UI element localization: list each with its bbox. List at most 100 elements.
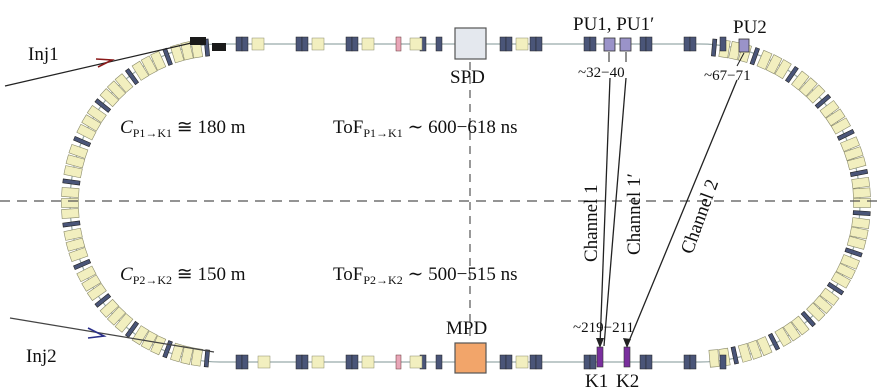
dipole-magnet-left-22 xyxy=(61,198,79,208)
straight-quad-bottom-12 xyxy=(583,354,591,370)
dipole-magnet-right-21 xyxy=(851,177,871,189)
straight-quad-bottom-13 xyxy=(589,354,597,370)
dipole-magnet-left-6 xyxy=(140,330,158,351)
straight-quad-top-10 xyxy=(529,36,537,52)
straight-quad-top-17 xyxy=(689,36,697,52)
tof-p1-k1: ToFP1→K1 ∼ 600−618 ns xyxy=(333,117,517,140)
dipole-magnet-left-37 xyxy=(131,60,150,81)
quadrupole-magnet-right-12 xyxy=(814,93,832,109)
dipole-magnet-left-17 xyxy=(68,247,89,263)
pu2-range-label: ~67−71 xyxy=(704,68,751,84)
pu1-range-label: ~32−40 xyxy=(578,65,625,81)
straight-dipole-9 xyxy=(515,355,529,369)
quadrupole-magnet-right-4 xyxy=(749,47,760,66)
dipole-magnet-right-46 xyxy=(708,349,720,368)
inj2-label: Inj2 xyxy=(26,346,57,367)
inj1-arrow xyxy=(95,58,116,68)
channel1-label: Channel 1 xyxy=(581,184,602,262)
straight-quad-top-16 xyxy=(683,36,691,52)
dipole-magnet-right-10 xyxy=(798,77,818,97)
dipole-magnet-right-27 xyxy=(846,235,867,250)
dipole-magnet-left-38 xyxy=(140,55,158,76)
dipole-magnet-right-29 xyxy=(840,254,860,270)
straight-quad-top-9 xyxy=(505,36,513,52)
dipole-magnet-right-18 xyxy=(843,146,864,161)
straight-dipole-6 xyxy=(311,355,325,369)
straight-quad-bottom-16 xyxy=(683,354,691,370)
straight-quad-bottom-5 xyxy=(351,354,359,370)
dipole-magnet-left-35 xyxy=(114,73,134,93)
straight-quad-bottom-7 xyxy=(435,354,443,370)
straight-quad-bottom-3 xyxy=(301,354,309,370)
dipole-magnet-left-10 xyxy=(106,306,127,326)
inj1-line xyxy=(4,40,201,87)
spd-label: SPD xyxy=(450,67,485,88)
dipole-magnet-left-30 xyxy=(81,114,102,132)
dipole-magnet-left-39 xyxy=(150,50,167,71)
quadrupole-magnet-left-0 xyxy=(203,349,210,368)
pickup-pu1 xyxy=(603,37,616,52)
dipole-magnet-right-7 xyxy=(774,59,792,80)
straight-quad-top-11 xyxy=(535,36,543,52)
kicker-range-label: ~219−211 xyxy=(573,320,634,336)
dipole-magnet-right-43 xyxy=(737,343,752,363)
straight-quad-bottom-0 xyxy=(235,354,243,370)
dipole-magnet-left-29 xyxy=(76,123,97,141)
dipole-magnet-left-14 xyxy=(81,274,102,292)
dipole-magnet-right-23 xyxy=(853,198,871,208)
tof-p2-k2: ToFP2→K2 ∼ 500−515 ns xyxy=(333,264,517,287)
dipole-magnet-right-30 xyxy=(835,262,856,280)
channel-arrowhead-1 xyxy=(596,338,604,348)
straight-quad-bottom-1 xyxy=(241,354,249,370)
dipole-magnet-right-25 xyxy=(851,217,871,229)
quadrupole-magnet-left-12 xyxy=(94,293,112,308)
dipole-magnet-right-19 xyxy=(846,156,867,171)
pu2-label: PU2 xyxy=(733,17,767,38)
quadrupole-magnet-right-0 xyxy=(711,38,718,57)
straight-quad-top-5 xyxy=(351,36,359,52)
straight-quad-bottom-10 xyxy=(529,354,537,370)
dipole-magnet-left-31 xyxy=(86,105,107,123)
dipole-magnet-right-5 xyxy=(756,49,773,70)
dipole-magnet-right-9 xyxy=(791,70,810,91)
dipole-magnet-right-17 xyxy=(840,136,860,152)
dipole-magnet-right-26 xyxy=(849,226,869,240)
dipole-magnet-right-15 xyxy=(830,117,851,135)
straight-dipole-1 xyxy=(311,37,325,51)
dipole-magnet-left-27 xyxy=(68,143,89,159)
channel1p-connector xyxy=(603,77,627,347)
straight-quad-bottom-15 xyxy=(645,354,653,370)
dipole-magnet-left-15 xyxy=(76,265,97,283)
pu2-tick xyxy=(736,52,745,67)
dipole-magnet-left-19 xyxy=(63,227,83,241)
channel1-connector xyxy=(599,77,611,347)
dipole-magnet-left-7 xyxy=(131,325,150,346)
quadrupole-magnet-right-8 xyxy=(785,65,799,84)
straight-quad-bottom-2 xyxy=(295,354,303,370)
quadrupole-magnet-left-20 xyxy=(62,220,81,228)
mpd-detector xyxy=(454,342,487,374)
corrector-magnet-1 xyxy=(395,354,402,370)
circumference-p1-k1: CP1→K1 ≅ 180 m xyxy=(120,117,246,140)
straight-quad-top-1 xyxy=(241,36,249,52)
dipole-magnet-left-26 xyxy=(65,154,86,169)
dipole-magnet-right-34 xyxy=(813,295,833,314)
straight-quad-bottom-8 xyxy=(499,354,507,370)
straight-quad-bottom-18 xyxy=(719,354,727,370)
straight-dipole-8 xyxy=(409,355,423,369)
straight-dipole-0 xyxy=(251,37,265,51)
quadrupole-magnet-right-28 xyxy=(844,247,863,258)
straight-quad-bottom-14 xyxy=(639,354,647,370)
quadrupole-magnet-left-16 xyxy=(73,258,92,270)
dipole-magnet-left-5 xyxy=(150,335,167,356)
dipole-magnet-left-18 xyxy=(65,237,86,252)
dipole-magnet-right-35 xyxy=(806,302,826,322)
dipole-magnet-left-33 xyxy=(99,88,120,108)
straight-quad-top-8 xyxy=(499,36,507,52)
kicker-k1 xyxy=(596,346,604,368)
dipole-magnet-right-31 xyxy=(830,271,851,289)
dipole-magnet-left-25 xyxy=(63,165,83,179)
dipole-magnet-left-41 xyxy=(170,43,185,64)
mpd-label: MPD xyxy=(446,318,487,339)
dipole-magnet-left-13 xyxy=(86,283,107,301)
